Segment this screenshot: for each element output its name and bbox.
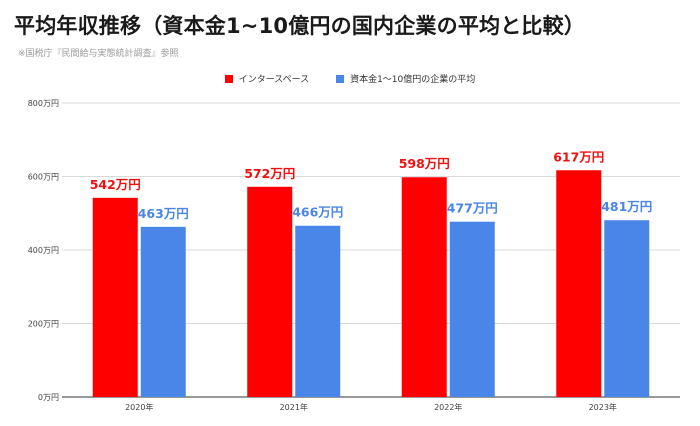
chart-title: 平均年収推移（資本金1~10億円の国内企業の平均と比較） <box>14 14 586 38</box>
bar <box>556 170 602 397</box>
legend-item-series-1: インタースペース <box>224 72 310 85</box>
data-label: 481万円 <box>601 199 652 214</box>
legend-label-series-1: インタースペース <box>238 75 310 85</box>
source-note: ※国税庁『民間給与実態統計調査』参照 <box>18 49 179 59</box>
data-label: 572万円 <box>244 166 295 181</box>
bar <box>295 225 341 397</box>
legend: インタースペース 資本金1～10億円の企業の平均 <box>0 72 700 86</box>
y-tick-label: 0万円 <box>38 393 59 402</box>
legend-item-series-2: 資本金1～10億円の企業の平均 <box>336 72 475 85</box>
bar <box>449 221 495 397</box>
y-tick-label: 400万円 <box>28 246 59 255</box>
data-label: 598万円 <box>399 156 450 171</box>
bar <box>247 186 293 397</box>
data-label: 463万円 <box>138 206 189 221</box>
x-tick-label: 2023年 <box>589 402 617 412</box>
legend-label-series-2: 資本金1～10億円の企業の平均 <box>350 75 476 85</box>
bar <box>401 177 447 397</box>
data-label: 542万円 <box>90 177 141 192</box>
y-tick-label: 200万円 <box>28 320 59 329</box>
bar <box>604 220 650 397</box>
y-tick-label: 600万円 <box>28 173 59 182</box>
legend-swatch-series-1 <box>224 74 233 83</box>
data-label: 466万円 <box>292 205 343 220</box>
x-tick-label: 2022年 <box>434 402 462 412</box>
data-label: 477万円 <box>447 201 498 216</box>
y-tick-label: 800万円 <box>28 99 59 108</box>
x-tick-label: 2021年 <box>280 402 308 412</box>
data-label: 617万円 <box>553 149 604 164</box>
bar <box>92 197 138 397</box>
x-tick-label: 2020年 <box>125 402 153 412</box>
bar <box>140 226 186 397</box>
legend-swatch-series-2 <box>336 74 345 83</box>
